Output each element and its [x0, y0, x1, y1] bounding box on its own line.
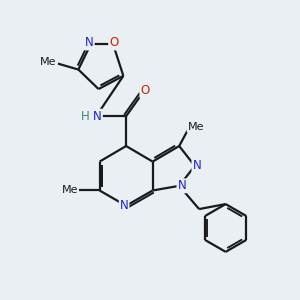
Text: Me: Me: [61, 185, 78, 196]
Text: N: N: [93, 110, 102, 123]
Text: O: O: [140, 84, 150, 98]
Text: Me: Me: [188, 122, 204, 132]
Text: N: N: [192, 159, 201, 172]
Text: N: N: [85, 37, 94, 50]
Text: Me: Me: [40, 57, 57, 67]
Text: O: O: [109, 37, 119, 50]
Text: H: H: [81, 110, 90, 123]
Text: N: N: [178, 179, 186, 192]
Text: N: N: [120, 199, 128, 212]
